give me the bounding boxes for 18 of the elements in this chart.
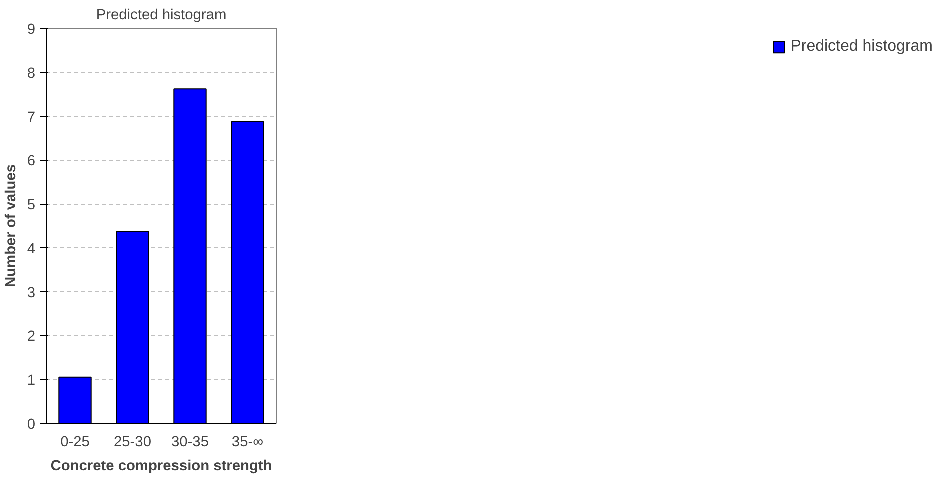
y-tick-label: 9 xyxy=(27,22,36,38)
x-tick-label: 35-∞ xyxy=(232,434,264,450)
y-tick-label: 5 xyxy=(27,198,36,214)
x-tick-label: 30-35 xyxy=(172,434,210,450)
y-tick-label: 4 xyxy=(27,241,36,258)
y-tick-label: 8 xyxy=(27,66,36,82)
chart-title: Predicted histogram xyxy=(96,8,227,24)
y-tick-label: 0 xyxy=(27,417,36,433)
x-axis-title: Concrete compression strength xyxy=(50,458,272,474)
y-tick-label: 3 xyxy=(27,285,36,302)
y-tick-label: 7 xyxy=(27,110,36,126)
x-tick-label: 25-30 xyxy=(114,434,152,450)
y-tick-label: 2 xyxy=(27,329,36,346)
y-tick-label: 1 xyxy=(27,373,36,390)
y-tick-label: 6 xyxy=(27,154,36,170)
y-axis-title: Number of values xyxy=(3,164,20,288)
legend-label: Predicted histogram xyxy=(790,38,933,56)
x-tick-label: 0-25 xyxy=(60,434,90,450)
